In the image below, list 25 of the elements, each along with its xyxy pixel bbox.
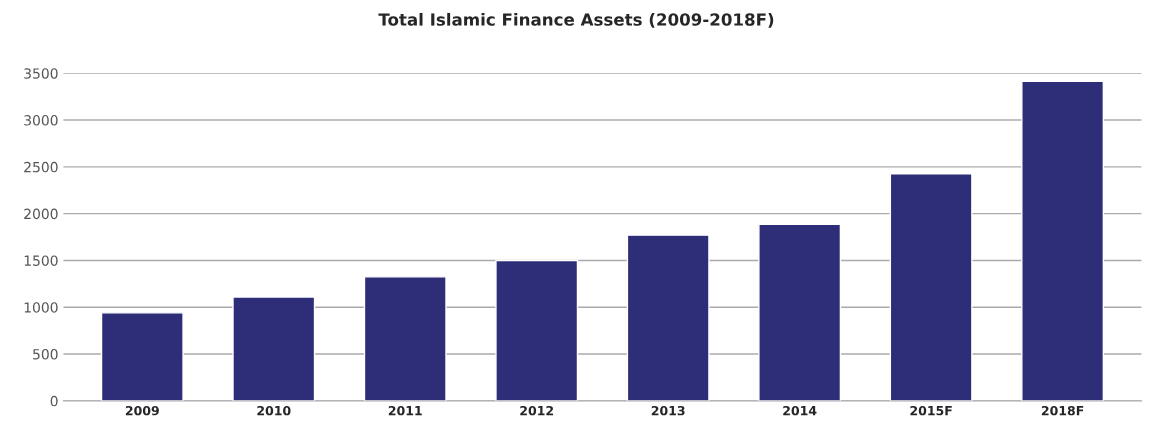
- bar: [100, 312, 184, 401]
- bar: [363, 276, 447, 401]
- x-tick-label: 2015F: [910, 405, 952, 416]
- y-tick-label: 3000: [24, 115, 58, 126]
- y-tick-label: 3500: [24, 68, 58, 79]
- bar: [1021, 80, 1105, 401]
- bar: [495, 259, 579, 401]
- x-tick-label: 2011: [388, 405, 422, 416]
- chart-title: Total Islamic Finance Assets (2009-2018F): [378, 12, 774, 28]
- y-tick-label: 1000: [24, 302, 58, 313]
- bar: [758, 223, 842, 401]
- y-tick-label: 0: [50, 395, 58, 407]
- y-tick-label: 500: [33, 349, 58, 360]
- x-tick-label: 2012: [520, 405, 554, 416]
- x-tick-label: 2018F: [1041, 405, 1084, 416]
- bar: [232, 296, 316, 401]
- y-tick-label: 2500: [24, 161, 58, 173]
- y-tick-label: 1500: [24, 255, 58, 266]
- x-tick-label: 2009: [125, 405, 159, 416]
- x-tick-label: 2013: [651, 405, 685, 416]
- y-tick-label: 2000: [24, 208, 58, 220]
- bar: [889, 173, 973, 401]
- x-tick-label: 2014: [783, 405, 817, 416]
- x-tick-label: 2010: [257, 405, 291, 416]
- bar: [626, 234, 710, 401]
